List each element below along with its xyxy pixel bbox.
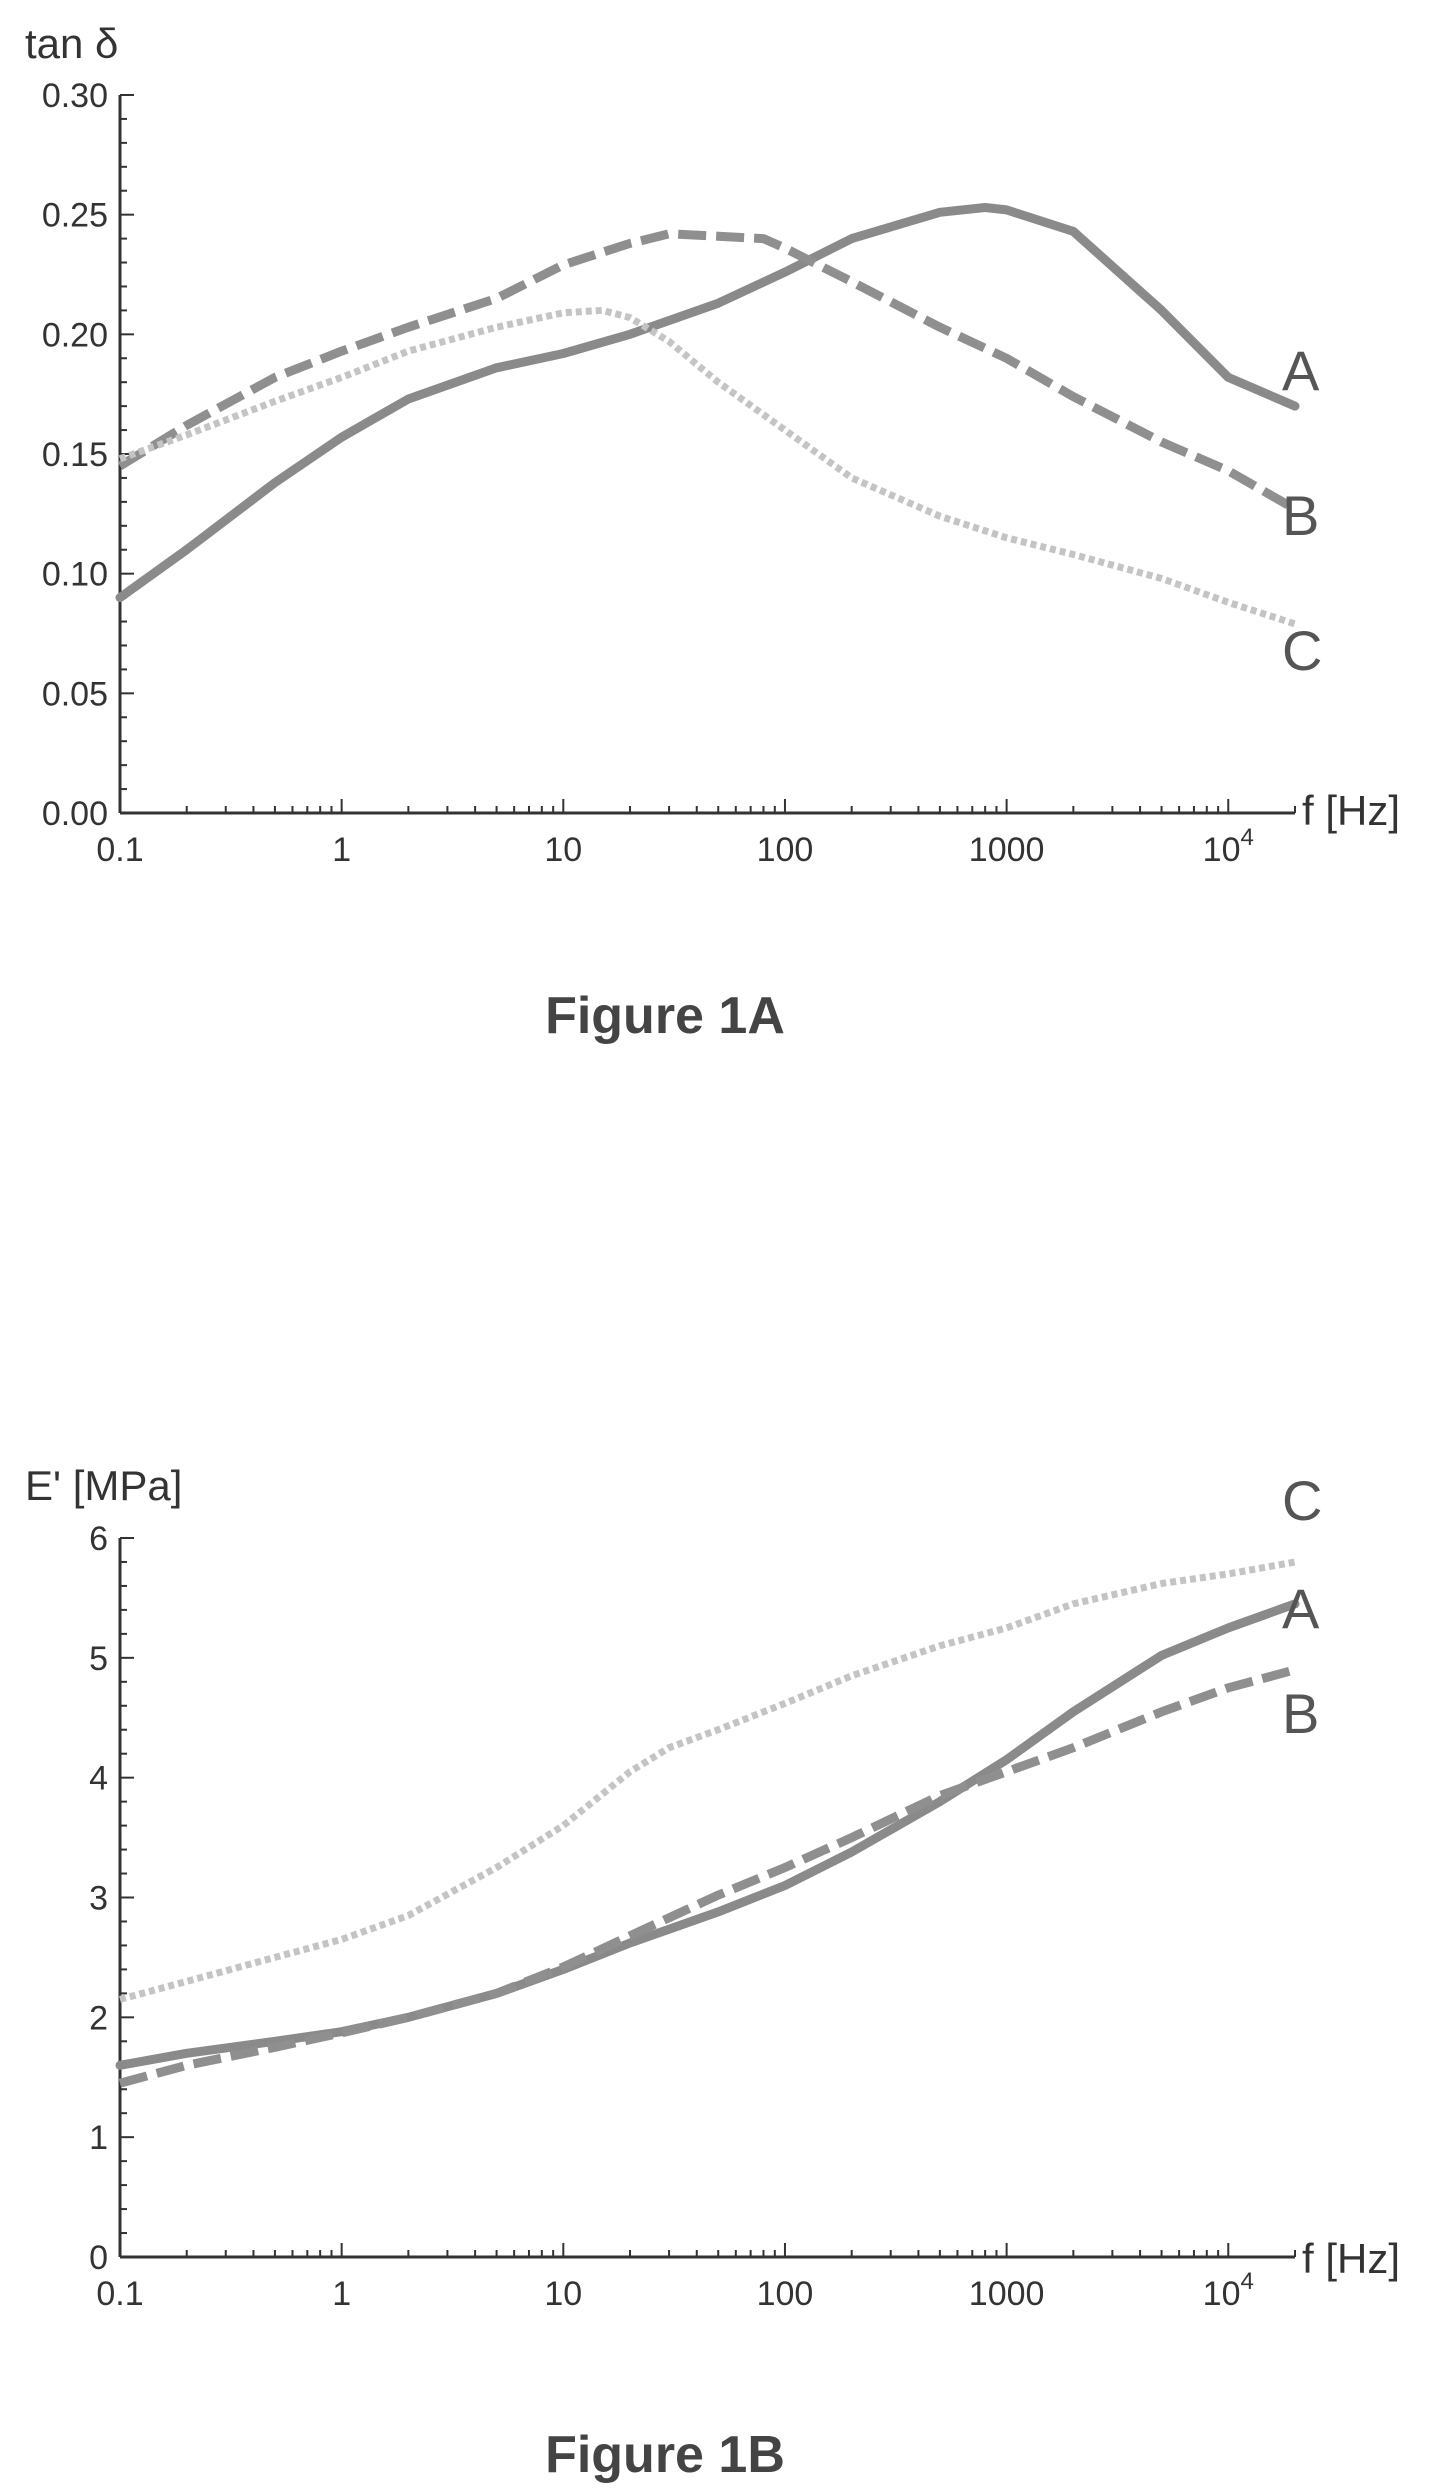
y-tick-label: 3 (89, 1880, 108, 1918)
x-axis-title: f [Hz] (1302, 2235, 1400, 2282)
y-tick-label: 0.25 (42, 197, 108, 235)
series-a-label: A (1282, 1577, 1320, 1640)
x-tick-label: 1000 (969, 831, 1045, 869)
x-tick-label: 1 (332, 2275, 351, 2313)
x-tick-label: 104 (1203, 2268, 1254, 2313)
series-b-line (117, 229, 1298, 513)
series-c-label: C (1282, 619, 1322, 682)
y-axis-title: E' [MPa] (25, 1462, 182, 1509)
series-b-label: B (1282, 1682, 1319, 1745)
series-c-line (119, 1558, 1296, 2003)
x-tick-label: 0.1 (96, 831, 143, 869)
x-tick-label: 10 (544, 831, 582, 869)
figure-caption: Figure 1A (545, 987, 785, 1045)
x-tick-label: 100 (757, 831, 814, 869)
x-tick-label: 100 (757, 2275, 814, 2313)
series-a-line (115, 203, 1300, 603)
y-tick-label: 6 (89, 1520, 108, 1558)
y-tick-label: 4 (89, 1760, 108, 1798)
y-tick-label: 0.20 (42, 316, 108, 354)
series-c-line (118, 306, 1297, 628)
series-b-line (118, 1665, 1297, 2088)
series-b-label: B (1282, 484, 1319, 547)
y-tick-label: 0.15 (42, 436, 108, 474)
series-a-label: A (1282, 339, 1320, 402)
chart-1a: 0.00 0.05 0.10 0.15 0.20 0.25 0.30 0.1 1 10 100 100… (25, 20, 1400, 1045)
x-axis-title: f [Hz] (1302, 787, 1400, 834)
x-tick-label: 1 (332, 831, 351, 869)
chart-1b: 0 1 2 3 4 5 6 0.1 1 10 100 1000 104 E' [MPa] f [Hz] AB C… (25, 1462, 1400, 2484)
y-tick-label: 5 (89, 1640, 108, 1678)
series-c-label: C (1282, 1469, 1322, 1532)
figure-caption: Figure 1B (545, 2426, 785, 2484)
y-tick-label: 0 (89, 2239, 108, 2277)
y-tick-label: 0.10 (42, 556, 108, 594)
y-tick-label: 0.30 (42, 77, 108, 115)
y-axis-title: tan δ (25, 20, 118, 67)
y-tick-label: 2 (89, 1999, 108, 2037)
x-tick-label: 10 (544, 2275, 582, 2313)
x-tick-label: 0.1 (96, 2275, 143, 2313)
series-a-line (115, 1599, 1300, 2070)
x-tick-label: 1000 (969, 2275, 1045, 2313)
x-tick-label: 104 (1203, 824, 1254, 869)
y-tick-label: 1 (89, 2119, 108, 2157)
y-tick-label: 0.00 (42, 795, 108, 833)
y-tick-label: 0.05 (42, 675, 108, 713)
